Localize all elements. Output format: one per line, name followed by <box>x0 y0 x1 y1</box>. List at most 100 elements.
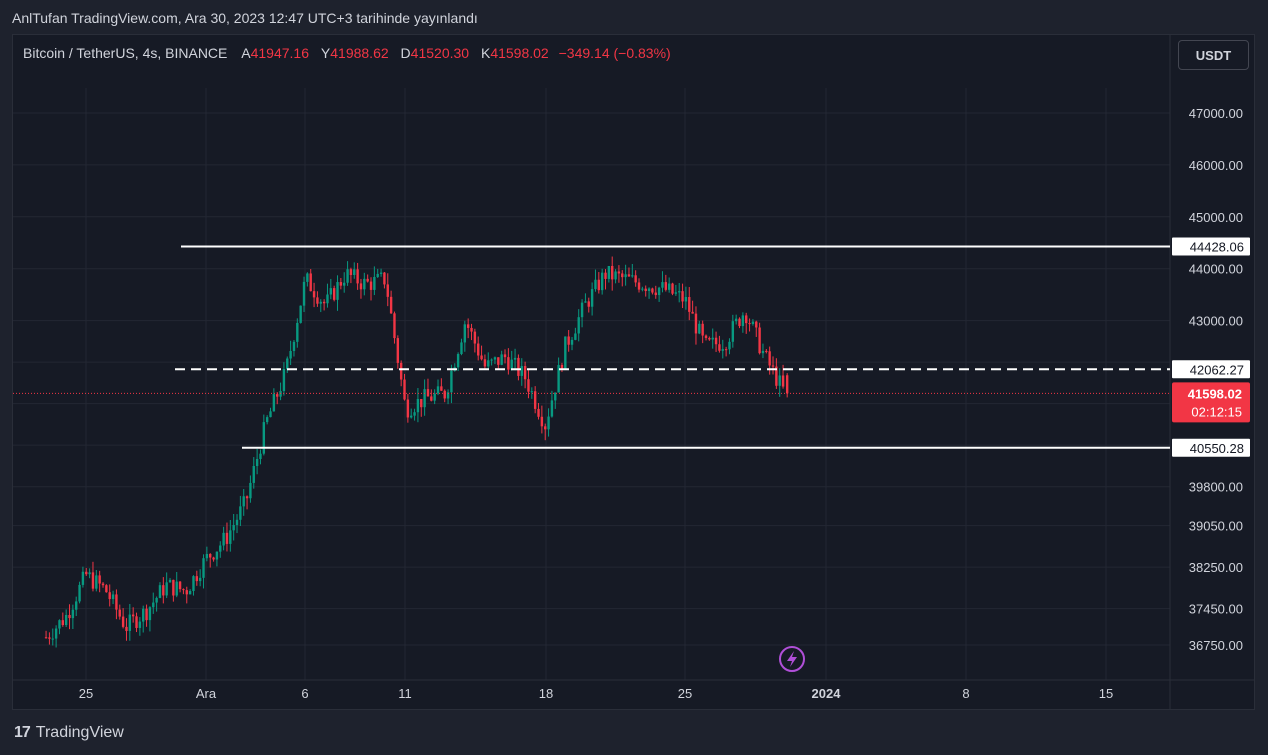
candle-body <box>101 583 105 586</box>
candle-body <box>142 608 145 622</box>
candle-body <box>567 336 570 345</box>
candle-body <box>225 532 229 544</box>
candle-body <box>480 355 483 360</box>
candle-body <box>88 572 91 575</box>
candle-body <box>711 337 714 340</box>
price-axis-tick-label: 46000.00 <box>1189 158 1243 173</box>
candle-body <box>242 496 245 507</box>
time-axis-tick-label: 25 <box>79 686 93 701</box>
candle-body <box>272 394 276 412</box>
candle-body <box>704 335 708 339</box>
candle-body <box>661 282 664 288</box>
candle-body <box>758 327 761 354</box>
candle-body <box>446 392 450 399</box>
candle-body <box>413 412 416 416</box>
candle-body <box>644 288 647 292</box>
candle-body <box>185 590 188 595</box>
candle-body <box>168 579 172 583</box>
price-axis-tick-label: 43000.00 <box>1189 314 1243 329</box>
horizontal-line-price-tag <box>1172 360 1250 379</box>
time-axis-tick-label: 8 <box>962 686 969 701</box>
candle-body <box>178 581 182 590</box>
candle-body <box>473 331 477 344</box>
candle-body <box>235 519 239 526</box>
candle-body <box>289 350 292 359</box>
candle-body <box>433 393 436 401</box>
change-value: −349.14 (−0.83%) <box>558 45 671 61</box>
candle-body <box>195 576 199 582</box>
tradingview-logo[interactable]: 17 TradingView <box>14 724 124 742</box>
candle-body <box>590 289 594 307</box>
candle-body <box>326 294 329 304</box>
candle-body <box>255 458 259 467</box>
candle-body <box>490 359 493 361</box>
candle-body <box>741 315 745 327</box>
tradingview-brand: TradingView <box>35 724 124 741</box>
candle-body <box>148 607 152 621</box>
candle-body <box>322 301 326 304</box>
price-axis-tick-label: 44000.00 <box>1189 262 1243 277</box>
candle-body <box>286 358 289 370</box>
candle-body <box>607 265 611 279</box>
candle-body <box>369 281 373 290</box>
candle-body <box>118 609 121 617</box>
open-value: 41947.16 <box>250 45 310 61</box>
candle-body <box>544 426 547 430</box>
candle-body <box>738 318 741 327</box>
candle-body <box>420 399 423 408</box>
candle-body <box>580 302 584 318</box>
candle-body <box>456 354 460 368</box>
candle-body <box>339 282 343 286</box>
candle-body <box>296 322 299 342</box>
candle-body <box>748 323 751 325</box>
candle-body <box>85 571 88 575</box>
candle-body <box>138 621 142 628</box>
candle-body <box>44 637 48 639</box>
candle-body <box>192 576 195 591</box>
candle-body <box>430 396 433 401</box>
candle-body <box>517 357 520 376</box>
candle-body <box>299 305 302 323</box>
candle-body <box>466 324 470 328</box>
candle-body <box>198 577 202 582</box>
close-label: K <box>480 45 491 61</box>
lightning-event-icon[interactable] <box>779 646 805 672</box>
candle-body <box>81 571 85 585</box>
candle-body <box>627 274 631 277</box>
time-axis-tick-label: 11 <box>398 686 412 701</box>
candle-body <box>688 297 691 312</box>
price-axis-tick-label: 39800.00 <box>1189 480 1243 495</box>
candle-body <box>637 282 641 290</box>
candle-body <box>249 482 252 499</box>
candle-body <box>212 557 215 560</box>
candle-body <box>584 301 587 303</box>
publication-info: AnlTufan TradingView.com, Ara 30, 2023 1… <box>12 10 478 26</box>
symbol-title[interactable]: Bitcoin / TetherUS, 4s, BINANCE <box>23 45 228 61</box>
candle-body <box>550 400 554 417</box>
candle-body <box>423 389 426 408</box>
candle-body <box>450 370 453 393</box>
candle-body <box>470 327 473 332</box>
candle-body <box>128 614 132 631</box>
candle-body <box>396 338 400 363</box>
candle-body <box>701 323 704 336</box>
candle-body <box>222 532 225 546</box>
time-axis-tick-label: Ara <box>196 686 217 701</box>
currency-button[interactable]: USDT <box>1178 40 1249 70</box>
price-axis-tick-label: 36750.00 <box>1189 638 1243 653</box>
candle-body <box>775 366 778 386</box>
candle-body <box>319 301 322 304</box>
candle-body <box>647 288 651 292</box>
candle-body <box>215 551 219 560</box>
chart-panel[interactable] <box>12 34 1255 710</box>
time-axis-tick-label: 15 <box>1099 686 1113 701</box>
bar-countdown-label: 02:12:15 <box>1191 404 1242 419</box>
candle-body <box>771 365 775 367</box>
candle-body <box>671 283 674 294</box>
candle-body <box>265 417 269 423</box>
candle-body <box>564 336 567 369</box>
candle-body <box>604 272 607 279</box>
candle-body <box>657 287 661 296</box>
candle-body <box>262 422 266 454</box>
